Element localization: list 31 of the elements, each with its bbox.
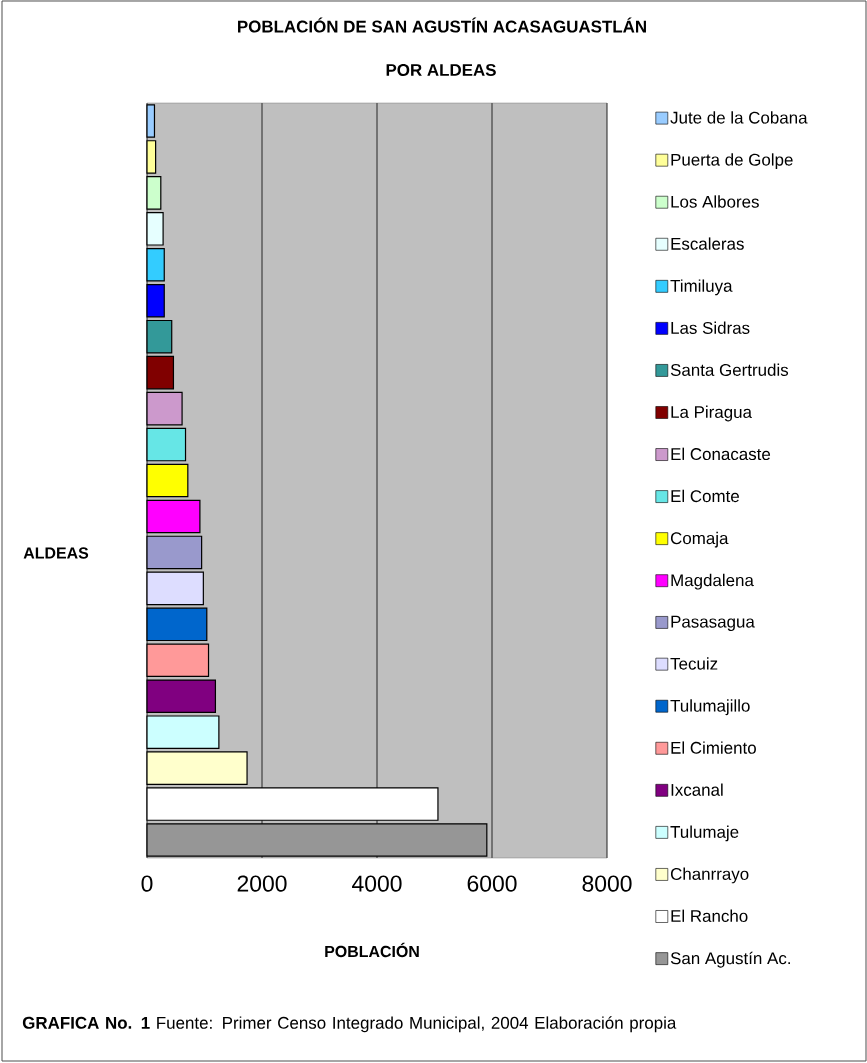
- legend-label: Timiluya: [670, 279, 733, 296]
- x-tick-label: 6000: [467, 875, 517, 892]
- legend-label: Los Albores: [671, 195, 759, 208]
- legend-label: El Conacaste: [671, 447, 771, 461]
- x-axis-title: POBLACIÓN: [325, 942, 419, 958]
- x-tick-label: 0: [141, 875, 153, 892]
- legend-label: Tulumaje: [670, 825, 739, 842]
- legend-label: Santa Gertrudis: [670, 363, 789, 376]
- legend-label: Ixcanal: [671, 783, 723, 796]
- legend-label: El Cimiento: [671, 741, 756, 754]
- legend-label: Tulumajillo: [670, 699, 750, 716]
- chart-title: POBLACIÓN DE SAN AGUSTÍN ACASAGUASTLÁN: [238, 17, 646, 33]
- text: GRAFICA No. 1 Fuente: Primer Censo Integrado Municipal, 2004 Elaboración propia: [22, 1016, 677, 1033]
- y-axis-title: ALDEAS: [23, 547, 89, 559]
- legend-label: Pasasagua: [671, 615, 755, 632]
- legend-label: Chanrrayo: [670, 867, 749, 884]
- legend-label: El Rancho: [671, 909, 748, 923]
- legend-label: Escaleras: [671, 237, 744, 250]
- legend-label: San Agustín Ac.: [670, 951, 790, 968]
- legend-label: El Comte: [671, 489, 739, 503]
- x-tick-label: 4000: [352, 875, 402, 892]
- x-tick-label: 8000: [582, 875, 632, 892]
- chart-subtitle: POR ALDEAS: [386, 63, 496, 76]
- legend-label: La Piragua: [671, 405, 752, 422]
- legend-label: Las Sidras: [671, 321, 750, 334]
- legend-label: Puerta de Golpe: [671, 153, 793, 170]
- legend-label: Comaja: [670, 531, 729, 548]
- x-tick-label: 2000: [237, 875, 287, 892]
- legend-label: Jute de la Cobana: [670, 111, 808, 124]
- legend-label: Tecuiz: [670, 657, 718, 670]
- legend-label: Magdalena: [671, 573, 754, 590]
